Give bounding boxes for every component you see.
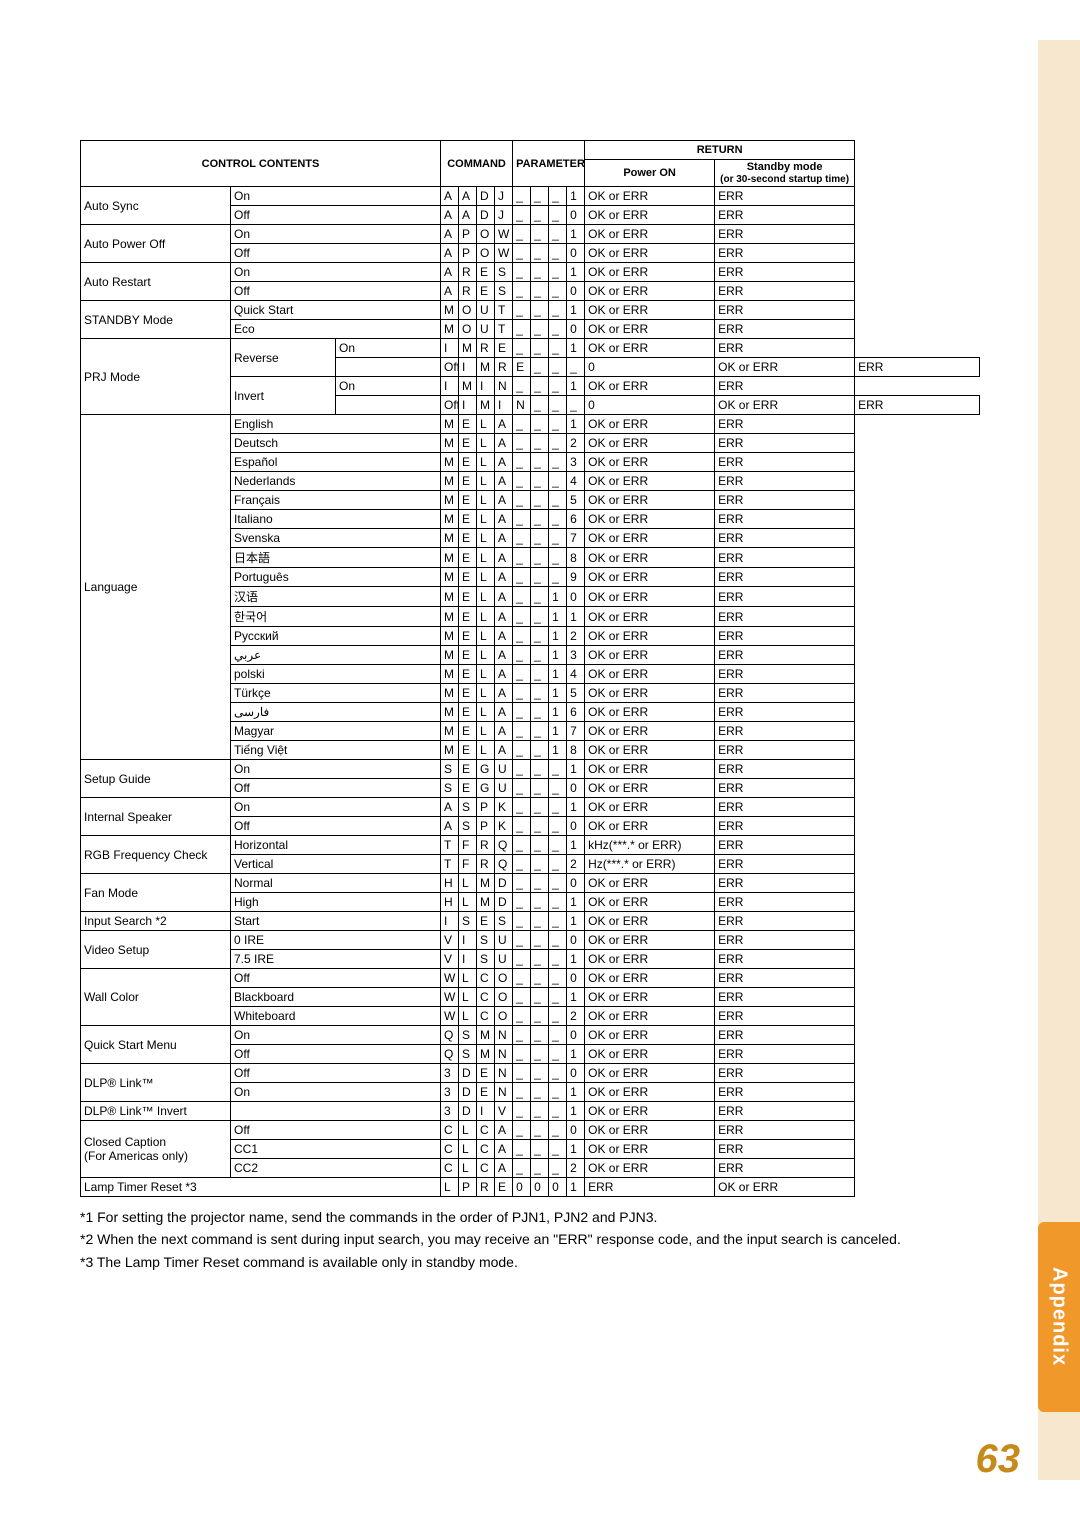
hdr-return: RETURN [585, 141, 855, 160]
table-row: DLP® Link™Off3DEN___0OK or ERRERR [81, 1064, 980, 1083]
command-table: CONTROL CONTENTS COMMAND PARAMETER RETUR… [80, 140, 980, 1197]
table-row: Quick Start MenuOnQSMN___0OK or ERRERR [81, 1026, 980, 1045]
table-row: Video Setup0 IREVISU___0OK or ERRERR [81, 931, 980, 950]
table-row: Auto RestartOnARES___1OK or ERRERR [81, 263, 980, 282]
footnote: *1 For setting the projector name, send … [80, 1207, 980, 1227]
footnote: *2 When the next command is sent during … [80, 1229, 980, 1249]
table-row: LanguageEnglishMELA___1OK or ERRERR [81, 415, 980, 434]
hdr-parameter: PARAMETER [513, 141, 585, 187]
hdr-control-contents: CONTROL CONTENTS [81, 141, 441, 187]
table-row: STANDBY ModeQuick StartMOUT___1OK or ERR… [81, 301, 980, 320]
table-row: Auto SyncOnAADJ___1OK or ERRERR [81, 187, 980, 206]
table-row: Internal SpeakerOnASPK___1OK or ERRERR [81, 798, 980, 817]
table-row: Input Search *2StartISES___1OK or ERRERR [81, 912, 980, 931]
table-row: Setup GuideOnSEGU___1OK or ERRERR [81, 760, 980, 779]
table-row: DLP® Link™ Invert3DIV___1OK or ERRERR [81, 1102, 980, 1121]
table-row: Wall ColorOffWLCO___0OK or ERRERR [81, 969, 980, 988]
footnotes: *1 For setting the projector name, send … [80, 1207, 980, 1272]
table-row: Fan ModeNormalHLMD___0OK or ERRERR [81, 874, 980, 893]
footnote: *3 The Lamp Timer Reset command is avail… [80, 1252, 980, 1272]
document-page: Appendix 63 CONTROL CONTENTS COMMAND PAR… [0, 0, 1080, 1532]
table-row: PRJ ModeReverseOnIMRE___1OK or ERRERR [81, 339, 980, 358]
hdr-power-on: Power ON [585, 160, 715, 187]
hdr-command: COMMAND [441, 141, 513, 187]
table-row: RGB Frequency CheckHorizontalTFRQ___1kHz… [81, 836, 980, 855]
table-header: CONTROL CONTENTS COMMAND PARAMETER RETUR… [81, 141, 980, 187]
table-row: Lamp Timer Reset *3LPRE0001ERROK or ERR [81, 1178, 980, 1197]
hdr-standby: Standby mode (or 30-second startup time) [715, 160, 855, 187]
table-row: Closed Caption(For Americas only)OffCLCA… [81, 1121, 980, 1140]
appendix-tab: Appendix [1038, 1222, 1080, 1412]
table-row: Auto Power OffOnAPOW___1OK or ERRERR [81, 225, 980, 244]
table-body: Auto SyncOnAADJ___1OK or ERRERROffAADJ__… [81, 187, 980, 1197]
page-number: 63 [976, 1437, 1021, 1482]
